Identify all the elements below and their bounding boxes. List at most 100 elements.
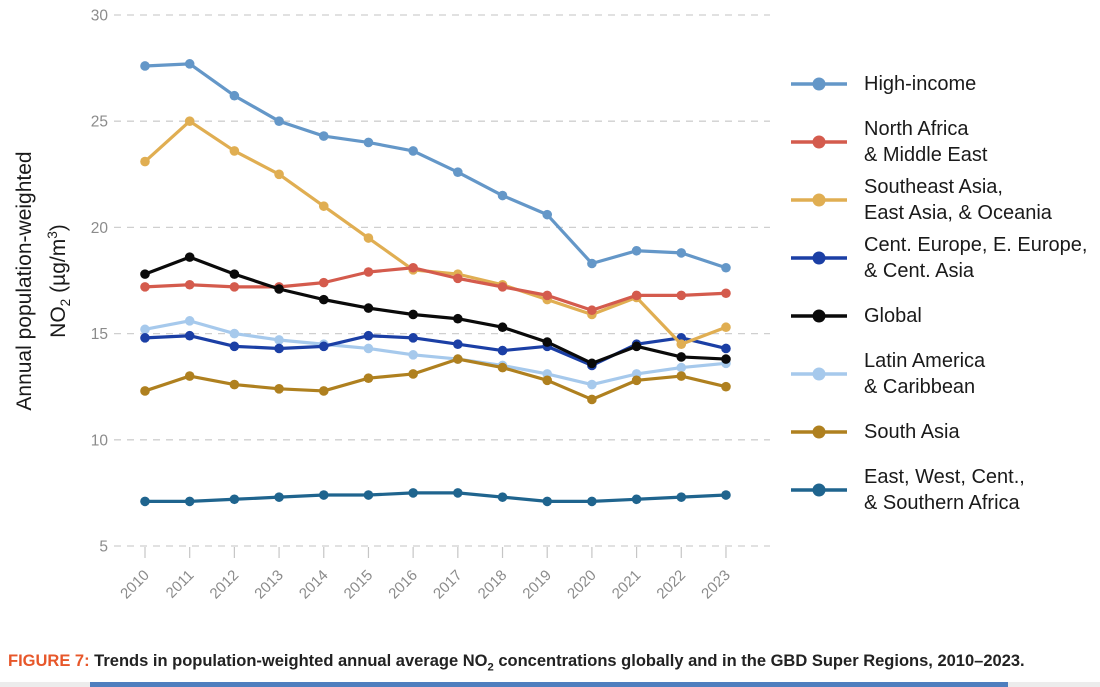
- legend-dot-south-asia: [812, 425, 826, 439]
- legend-label-cent-europe-cent-asia: Cent. Europe, E. Europe, & Cent. Asia: [864, 234, 1088, 282]
- y-tick-label-25: 25: [91, 114, 108, 131]
- legend-label-north-africa-middle-east: North Africa & Middle East: [864, 118, 988, 166]
- data-point-latin-america-caribbean-2020: [587, 379, 597, 390]
- data-point-global-2014: [318, 294, 329, 305]
- legend-label-global: Global: [864, 305, 922, 327]
- legend-label-latin-america-caribbean: Latin America & Caribbean: [864, 350, 986, 398]
- data-point-global-2018: [497, 322, 508, 333]
- y-axis-title-unit-close: ): [47, 224, 70, 232]
- figure-caption-text-2: concentrations globally and in the GBD S…: [493, 652, 1025, 670]
- legend-dot-global: [812, 309, 826, 323]
- legend-dot-east-west-cent-southern-africa: [812, 483, 826, 497]
- data-point-east-west-cent-southern-africa-2020: [587, 496, 597, 507]
- data-point-north-africa-middle-east-2016: [408, 262, 418, 273]
- data-point-cent-europe-cent-asia-2015: [363, 330, 374, 341]
- legend-swatch-north-africa-middle-east: [791, 135, 847, 149]
- data-point-cent-europe-cent-asia-2010: [140, 333, 150, 343]
- data-point-high-income-2018: [497, 190, 508, 201]
- data-point-southeast-east-asia-oceania-2011: [184, 116, 195, 126]
- series-line-north-africa-middle-east: [143, 266, 728, 312]
- legend-item-high-income: High-income: [790, 55, 1098, 113]
- data-point-east-west-cent-southern-africa-2021: [631, 494, 642, 505]
- x-tick-label-2020: 2020: [564, 567, 600, 603]
- x-tick-label-2012: 2012: [207, 567, 243, 603]
- y-tick-label-20: 20: [91, 220, 109, 237]
- legend-item-east-west-cent-southern-africa: East, West, Cent., & Southern Africa: [790, 461, 1098, 519]
- series-high-income: [140, 59, 731, 273]
- data-point-east-west-cent-southern-africa-2016: [408, 488, 418, 498]
- legend-swatch-high-income: [791, 77, 847, 91]
- data-point-east-west-cent-southern-africa-2015: [363, 490, 374, 500]
- y-axis-title-unit: (µg/m: [47, 238, 70, 299]
- data-point-cent-europe-cent-asia-2016: [408, 333, 418, 343]
- data-point-high-income-2015: [363, 137, 374, 148]
- data-point-north-africa-middle-east-2017: [453, 273, 463, 284]
- data-point-north-africa-middle-east-2018: [497, 282, 508, 292]
- data-point-southeast-east-asia-oceania-2012: [229, 146, 240, 156]
- data-point-cent-europe-cent-asia-2012: [229, 341, 240, 352]
- legend-label-high-income: High-income: [864, 73, 977, 95]
- y-axis-title-no: NO: [47, 306, 70, 338]
- gridlines: 5 10 15 20 25 30: [91, 8, 770, 556]
- data-point-southeast-east-asia-oceania-2022: [676, 339, 687, 350]
- data-point-southeast-east-asia-oceania-2015: [363, 233, 374, 243]
- x-tick-label-2016: 2016: [385, 567, 421, 603]
- legend-swatch-southeast-east-asia-oceania: [791, 193, 847, 207]
- series-line-high-income: [143, 62, 728, 270]
- x-tick-label-2017: 2017: [430, 567, 466, 603]
- legend-item-global: Global: [790, 287, 1098, 345]
- y-tick-label-10: 10: [91, 432, 109, 449]
- x-axis: 2010 2011 2012 2013 2014 2015 2016 2017 2018 2019…: [117, 547, 734, 602]
- data-point-global-2012: [229, 269, 240, 279]
- x-tick-label-2019: 2019: [519, 567, 555, 603]
- data-point-south-asia-2017: [453, 354, 463, 364]
- data-point-north-africa-middle-east-2011: [184, 279, 195, 290]
- data-point-south-asia-2019: [542, 375, 553, 386]
- data-point-east-west-cent-southern-africa-2012: [229, 494, 240, 505]
- series-north-africa-middle-east: [140, 262, 731, 316]
- x-tick-label-2018: 2018: [475, 567, 511, 603]
- x-tick-label-2014: 2014: [296, 567, 332, 603]
- x-tick-label-2013: 2013: [251, 567, 287, 603]
- data-point-north-africa-middle-east-2010: [140, 282, 150, 292]
- data-point-latin-america-caribbean-2022: [676, 362, 687, 373]
- legend-dot-cent-europe-cent-asia: [812, 251, 826, 265]
- data-point-south-asia-2011: [184, 371, 195, 381]
- data-point-southeast-east-asia-oceania-2010: [140, 156, 150, 167]
- legend-label-south-asia: South Asia: [864, 421, 960, 443]
- data-point-latin-america-caribbean-2016: [408, 350, 418, 360]
- data-point-high-income-2014: [318, 131, 329, 141]
- x-tick-label-2011: 2011: [163, 567, 198, 602]
- data-point-south-asia-2023: [721, 381, 731, 392]
- data-point-cent-europe-cent-asia-2014: [318, 341, 329, 352]
- data-point-global-2016: [408, 309, 418, 320]
- data-point-north-africa-middle-east-2020: [587, 305, 597, 316]
- data-point-south-asia-2012: [229, 379, 240, 390]
- data-point-global-2019: [542, 337, 553, 347]
- data-point-cent-europe-cent-asia-2011: [184, 330, 195, 341]
- y-axis-title-sup3: 3: [45, 231, 60, 239]
- data-point-high-income-2017: [453, 167, 463, 177]
- data-point-south-asia-2015: [363, 373, 374, 384]
- x-tick-label-2023: 2023: [698, 567, 734, 603]
- data-point-south-asia-2020: [587, 394, 597, 405]
- figure-caption-label: FIGURE 7:: [8, 652, 90, 670]
- series-east-west-cent-southern-africa: [140, 488, 731, 507]
- data-point-south-asia-2014: [318, 386, 329, 396]
- chart-legend: High-income North Africa & Middle East Sou…: [790, 55, 1098, 519]
- data-point-global-2022: [676, 352, 687, 362]
- data-point-east-west-cent-southern-africa-2010: [140, 496, 150, 507]
- data-point-south-asia-2010: [140, 386, 150, 396]
- data-point-global-2013: [274, 284, 284, 294]
- x-tick-label-2021: 2021: [609, 567, 645, 603]
- legend-item-north-africa-middle-east: North Africa & Middle East: [790, 113, 1098, 171]
- data-point-high-income-2012: [229, 90, 240, 101]
- data-point-latin-america-caribbean-2013: [274, 335, 284, 345]
- y-axis-title-sub2: 2: [58, 298, 74, 307]
- series-cent-europe-cent-asia: [140, 330, 731, 371]
- data-point-global-2021: [631, 341, 642, 352]
- data-point-south-asia-2016: [408, 369, 418, 379]
- data-point-north-africa-middle-east-2022: [676, 290, 687, 301]
- legend-item-south-asia: South Asia: [790, 403, 1098, 461]
